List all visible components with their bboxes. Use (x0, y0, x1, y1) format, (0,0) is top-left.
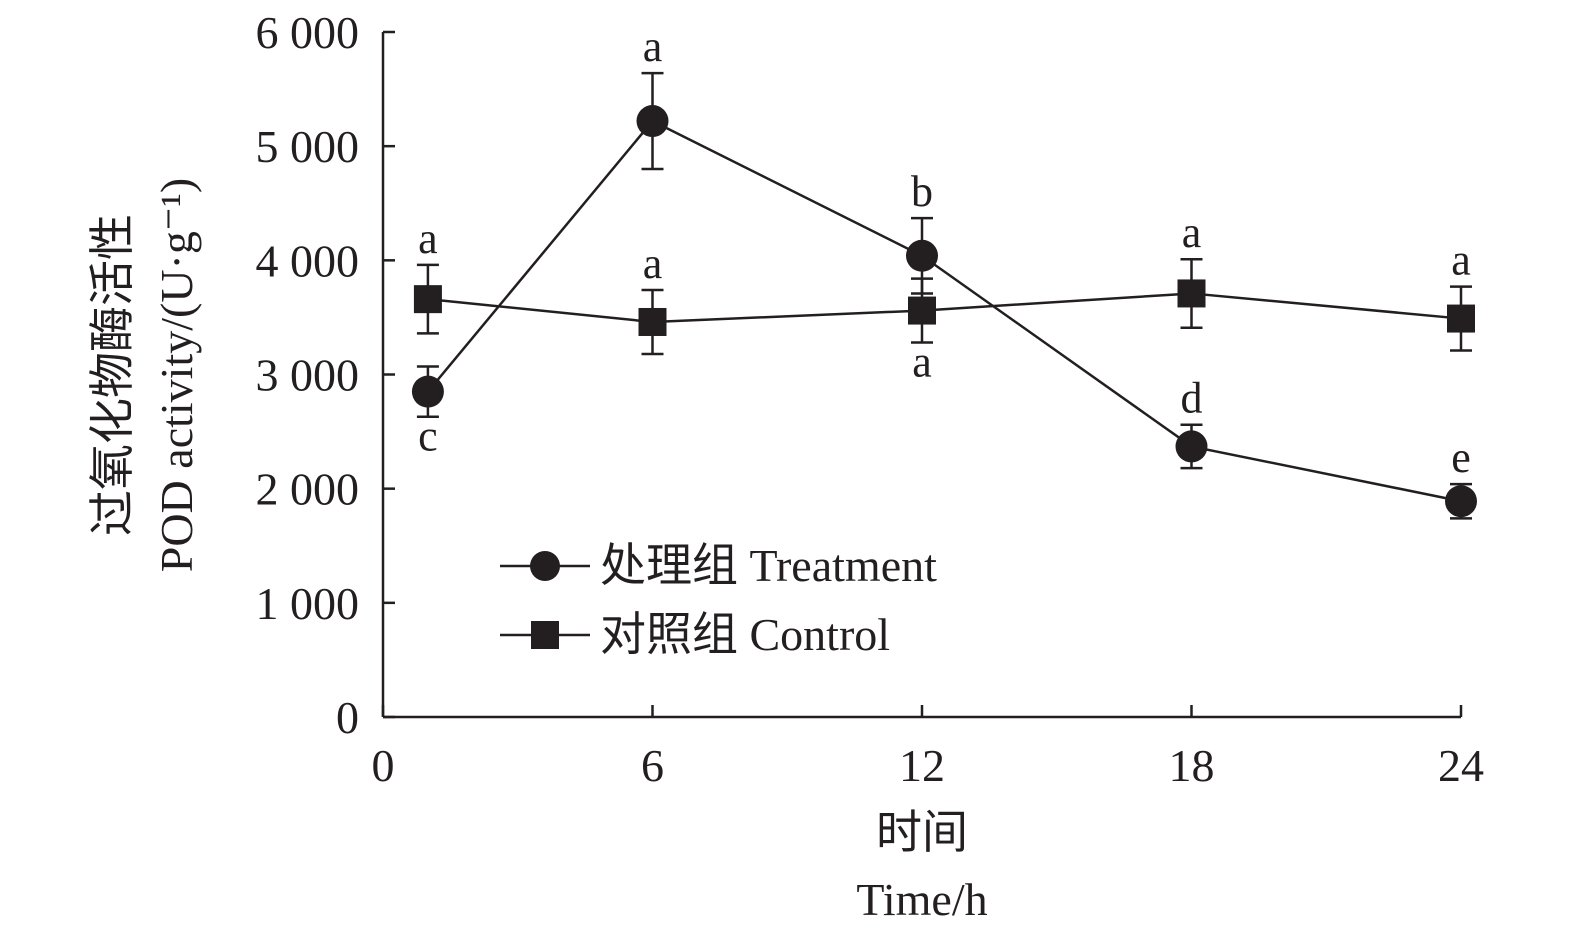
y-tick-label: 6 000 (256, 7, 360, 58)
legend-marker-circle (530, 551, 560, 581)
data-point-circle (411, 375, 444, 408)
series-treatment: c a b d e (411, 22, 1477, 520)
x-tick-label: 24 (1438, 740, 1484, 791)
series-control: a a a a a (413, 208, 1475, 387)
series-line (427, 292, 1462, 324)
data-point-square (1447, 304, 1475, 333)
x-tick-label: 6 (641, 740, 664, 791)
series-line (426, 119, 1462, 503)
legend-label-control: 对照组 Control (600, 609, 890, 660)
axes: 0 1 000 2 000 3 000 4 000 5 000 6 000 0 6 12 18 24 (256, 7, 1485, 791)
significance-letter: a (1451, 236, 1471, 285)
data-point-square (1177, 279, 1206, 308)
significance-letter: a (1182, 208, 1202, 257)
x-tick-label: 18 (1169, 740, 1215, 791)
significance-letter: b (911, 167, 933, 216)
y-tick-label: 5 000 (256, 121, 360, 172)
significance-letter: a (912, 338, 932, 387)
x-tick-label: 12 (899, 740, 945, 791)
significance-letter: a (418, 214, 438, 263)
legend-marker-square (531, 621, 559, 649)
legend-label-treatment: 处理组 Treatment (600, 540, 937, 591)
data-point-square (908, 296, 936, 325)
y-tick-label: 1 000 (256, 578, 360, 629)
y-axis-label: POD activity/(U·g⁻¹) (151, 178, 202, 573)
data-point-circle (1445, 485, 1477, 518)
y-tick-label: 4 000 (256, 235, 360, 286)
y-tick-label: 3 000 (256, 350, 360, 401)
data-point-square (638, 307, 667, 336)
significance-letter: e (1451, 433, 1471, 482)
data-point-circle (906, 239, 938, 272)
data-point-circle (636, 105, 669, 138)
x-tick-label: 0 (372, 740, 395, 791)
x-axis-label-cn: 时间 (876, 807, 968, 858)
significance-letter: a (643, 239, 663, 288)
data-marks: c a b d e a a a a a (411, 22, 1477, 520)
y-tick-label: 2 000 (256, 464, 360, 515)
y-tick-label: 0 (336, 692, 359, 743)
significance-letter: d (1181, 374, 1203, 423)
legend: 处理组 Treatment 对照组 Control (500, 540, 937, 660)
significance-letter: a (643, 22, 663, 71)
significance-letter: c (418, 412, 438, 461)
data-point-square (413, 285, 442, 314)
x-axis-label: Time/h (856, 874, 987, 925)
y-axis-label-cn: 过氧化物酶活性 (87, 214, 138, 536)
data-point-circle (1175, 430, 1208, 463)
